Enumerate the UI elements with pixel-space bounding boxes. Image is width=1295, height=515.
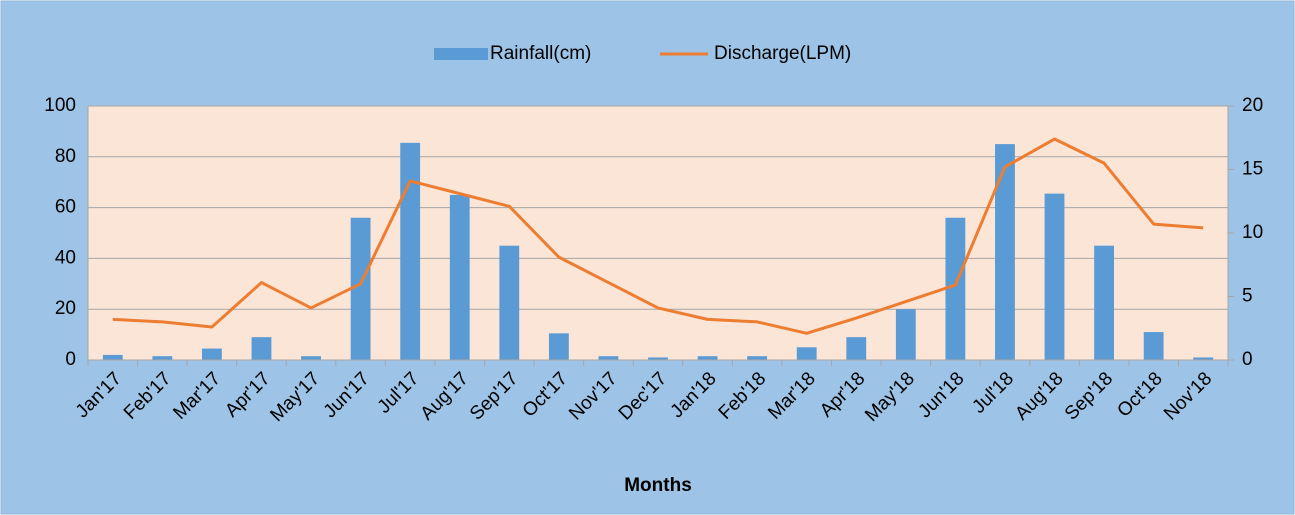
bar <box>648 357 668 360</box>
bar <box>895 309 916 360</box>
bar <box>995 144 1015 360</box>
bar <box>152 356 173 360</box>
y2-tick-label: 5 <box>1242 286 1253 307</box>
bar <box>499 245 520 360</box>
y-tick-label: 60 <box>55 197 76 218</box>
bar <box>945 217 966 360</box>
bar <box>1143 332 1164 360</box>
bar <box>350 217 371 360</box>
y2-tick-label: 20 <box>1242 95 1263 116</box>
bar <box>400 142 421 360</box>
y2-tick-label: 0 <box>1242 349 1253 370</box>
y-tick-label: 40 <box>55 247 76 268</box>
bar <box>1044 193 1065 360</box>
y2-tick-label: 15 <box>1242 159 1263 180</box>
bar <box>747 356 768 360</box>
y-tick-label: 0 <box>65 349 76 370</box>
bar <box>202 348 222 360</box>
bar <box>1193 357 1214 360</box>
x-axis-title: Months <box>624 475 692 496</box>
bar <box>301 356 321 360</box>
line <box>112 137 1204 335</box>
y-tick-label: 80 <box>55 146 76 167</box>
bar <box>548 333 569 360</box>
bar <box>1094 245 1114 360</box>
bar <box>102 354 123 360</box>
y-tick-label: 100 <box>44 95 76 116</box>
bar <box>598 356 619 360</box>
bar <box>846 337 867 360</box>
legend-label: Discharge(LPM) <box>714 43 851 64</box>
legend-label: Rainfall(cm) <box>490 43 591 64</box>
bar <box>251 337 272 360</box>
bar <box>697 356 718 360</box>
legend-swatch <box>434 48 488 60</box>
y2-tick-label: 10 <box>1242 222 1263 243</box>
bar <box>796 347 817 360</box>
y-tick-label: 20 <box>55 298 76 319</box>
bar <box>449 194 470 360</box>
